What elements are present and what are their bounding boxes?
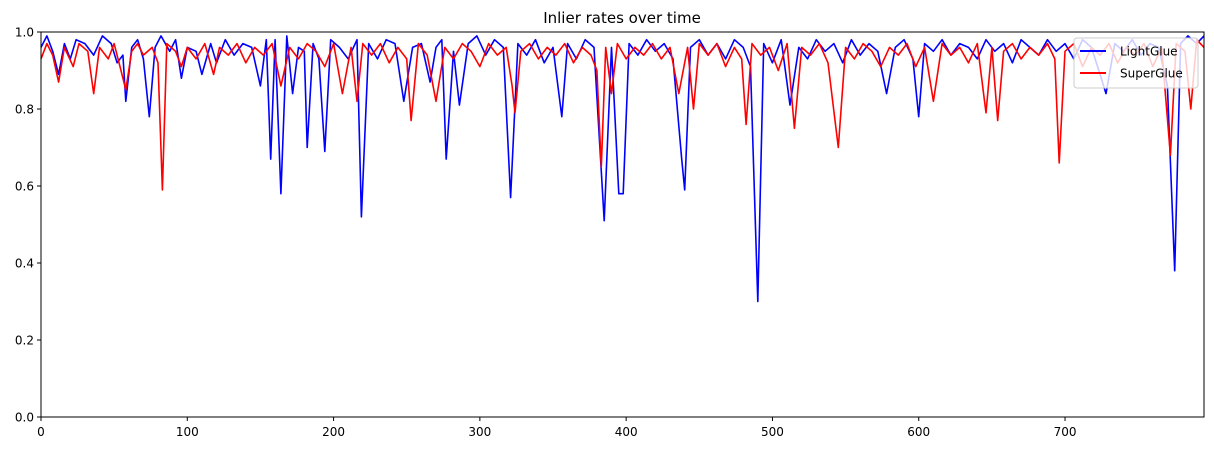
y-tick-label: 1.0 [15, 26, 34, 40]
x-tick-label: 500 [761, 425, 784, 439]
x-tick-label: 100 [176, 425, 199, 439]
legend-label-superglue: SuperGlue [1120, 67, 1183, 81]
series-layer [40, 35, 1205, 303]
y-tick-label: 0.6 [15, 180, 34, 194]
x-tick-label: 0 [37, 425, 45, 439]
chart-title: Inlier rates over time [543, 9, 701, 27]
plot-area-frame [40, 31, 1205, 418]
x-tick-label: 400 [615, 425, 638, 439]
y-tick-label: 0.0 [15, 411, 34, 425]
x-tick-label: 200 [322, 425, 345, 439]
y-tick-label: 0.4 [15, 257, 34, 271]
y-tick-label: 0.8 [15, 103, 34, 117]
x-axis: 0 100 200 300 400 500 600 700 [37, 417, 1076, 439]
y-axis: 0.0 0.2 0.4 0.6 0.8 1.0 [15, 26, 41, 425]
series-line-superglue [40, 38, 1205, 191]
legend: LightGlue SuperGlue [1073, 37, 1199, 89]
legend-label-lightglue: LightGlue [1120, 45, 1178, 59]
y-tick-label: 0.2 [15, 334, 34, 348]
series-line-lightglue [40, 35, 1205, 303]
x-tick-label: 600 [907, 425, 930, 439]
x-tick-label: 300 [468, 425, 491, 439]
x-tick-label: 700 [1054, 425, 1077, 439]
